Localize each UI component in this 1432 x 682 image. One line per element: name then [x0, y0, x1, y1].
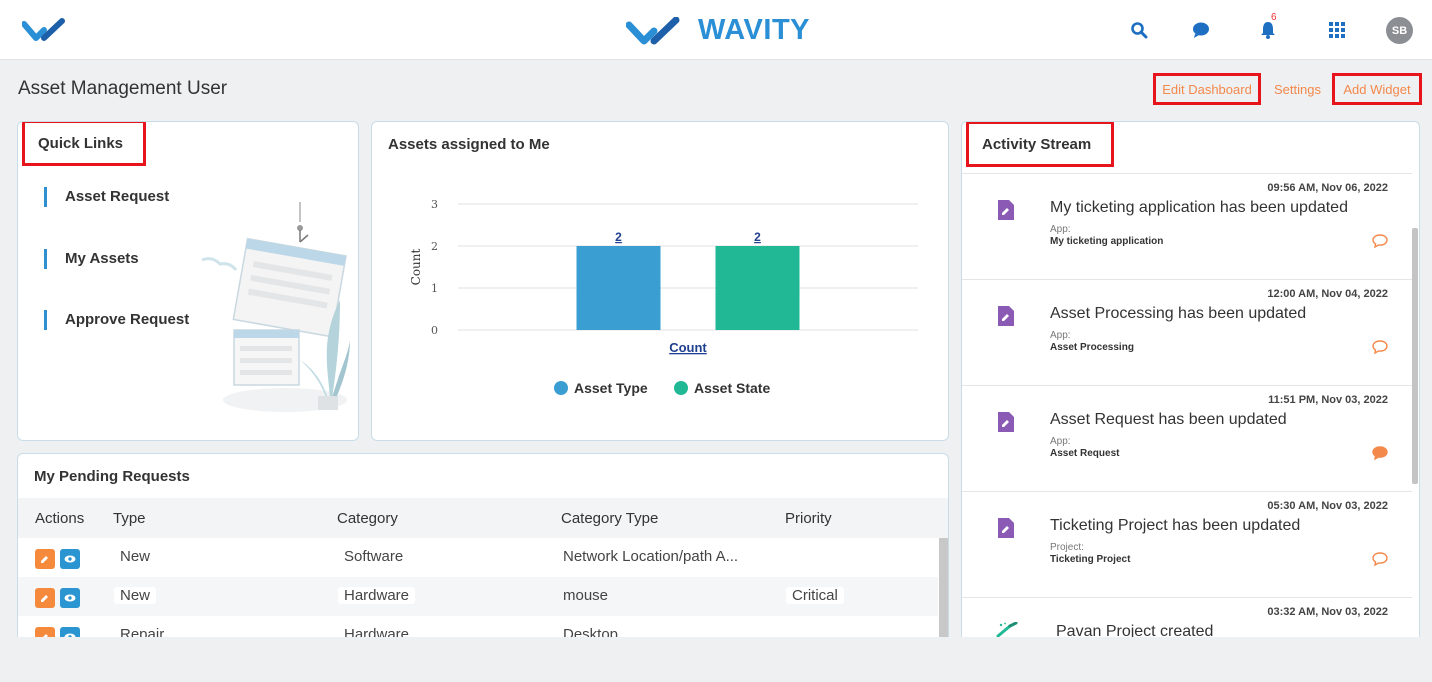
add-widget-link[interactable]: Add Widget [1332, 73, 1422, 105]
comment-filled-icon[interactable] [1372, 446, 1388, 460]
y-tick-label: 1 [431, 282, 438, 295]
chart-title: Assets assigned to Me [388, 136, 550, 153]
chat-icon[interactable] [1189, 18, 1213, 42]
column-header-category[interactable]: Category [337, 510, 398, 527]
wavity-mark-icon [626, 16, 680, 44]
y-tick-label: 3 [431, 198, 438, 211]
bar-asset-type[interactable] [576, 246, 661, 330]
wavity-logo-icon[interactable] [21, 18, 76, 47]
activity-time: 05:30 AM, Nov 03, 2022 [1267, 500, 1388, 512]
edit-icon[interactable] [35, 588, 55, 608]
activity-bottom-cover [961, 637, 1421, 682]
table-scrollbar[interactable] [939, 538, 948, 638]
y-tick-label: 0 [431, 324, 438, 337]
comment-icon[interactable] [1372, 340, 1388, 354]
edit-icon[interactable] [35, 549, 55, 569]
top-bar: WAVITY 6 SB [0, 0, 1432, 60]
assets-chart-card: Assets assigned to Me 0 1 2 3 Count 2 2 Count A… [371, 121, 949, 441]
legend-dot-asset-type [554, 381, 568, 395]
activity-time: 11:51 PM, Nov 03, 2022 [1268, 394, 1388, 406]
activity-stream-title: Activity Stream [966, 122, 1114, 167]
table-header: Actions Type Category Category Type Prio… [18, 498, 948, 538]
y-axis-label: Count [409, 248, 423, 285]
x-category-label: Count [669, 340, 707, 355]
edit-document-icon [998, 306, 1014, 326]
activity-type-label: App: [1050, 436, 1071, 447]
activity-type-label: App: [1050, 330, 1071, 341]
bell-icon[interactable]: 6 [1256, 12, 1280, 42]
column-header-category-type[interactable]: Category Type [561, 510, 659, 527]
view-eye-icon[interactable] [60, 549, 80, 569]
legend-label-asset-type: Asset Type [574, 380, 648, 396]
comment-icon[interactable] [1372, 552, 1388, 566]
activity-type-label: App: [1050, 224, 1071, 235]
legend-item-asset-state[interactable]: Asset State [674, 380, 770, 396]
dashboard-illustration-icon [201, 202, 350, 412]
edit-document-icon [998, 200, 1014, 220]
magic-wand-icon [996, 622, 1018, 637]
activity-entity-name[interactable]: Asset Request [1050, 448, 1120, 459]
activity-text: Asset Request has been updated [1050, 411, 1287, 428]
view-eye-icon[interactable] [60, 588, 80, 608]
table-row[interactable]: New Software Network Location/path A... [18, 538, 938, 577]
activity-time: 12:00 AM, Nov 04, 2022 [1267, 288, 1388, 300]
legend-dot-asset-state [674, 381, 688, 395]
edit-document-icon [998, 412, 1014, 432]
activity-text: My ticketing application has been update… [1050, 199, 1348, 216]
type-chip: New [114, 587, 157, 604]
priority-chip: Critical [786, 587, 844, 604]
quick-link-my-assets[interactable]: My Assets [44, 249, 139, 269]
category-chip: Software [338, 548, 410, 565]
activity-time: 09:56 AM, Nov 06, 2022 [1267, 182, 1388, 194]
category-type-cell: Network Location/path A... [563, 548, 739, 565]
activity-time: 03:32 AM, Nov 03, 2022 [1267, 606, 1388, 618]
activity-entity-name[interactable]: Asset Processing [1050, 342, 1134, 353]
edit-dashboard-link[interactable]: Edit Dashboard [1153, 73, 1261, 105]
activity-item[interactable]: 05:30 AM, Nov 03, 2022 Ticketing Project… [962, 491, 1412, 597]
quick-link-asset-request[interactable]: Asset Request [44, 187, 169, 207]
activity-text: Asset Processing has been updated [1050, 305, 1307, 322]
apps-grid-icon[interactable] [1325, 18, 1349, 42]
activity-entity-name[interactable]: Ticketing Project [1050, 554, 1131, 565]
edit-document-icon [998, 518, 1014, 538]
activity-stream-card: Activity Stream 09:56 AM, Nov 06, 2022 M… [961, 121, 1420, 637]
legend-item-asset-type[interactable]: Asset Type [554, 380, 648, 396]
activity-item[interactable]: 11:51 PM, Nov 03, 2022 Asset Request has… [962, 385, 1412, 491]
category-type-cell: mouse [563, 587, 609, 604]
activity-entity-name[interactable]: My ticketing application [1050, 236, 1164, 247]
avatar[interactable]: SB [1386, 17, 1413, 44]
brand-logo: WAVITY [626, 14, 810, 47]
bar-asset-state[interactable] [715, 246, 800, 330]
activity-item[interactable]: 09:56 AM, Nov 06, 2022 My ticketing appl… [962, 173, 1412, 279]
column-header-priority[interactable]: Priority [785, 510, 832, 527]
y-tick-label: 2 [431, 240, 438, 253]
settings-link[interactable]: Settings [1274, 81, 1321, 97]
quick-links-title: Quick Links [22, 122, 146, 166]
quick-link-approve-request[interactable]: Approve Request [44, 310, 189, 330]
search-icon[interactable] [1127, 18, 1151, 42]
type-chip: New [114, 548, 157, 565]
activity-item[interactable]: 03:32 AM, Nov 03, 2022 Pavan Project cre… [962, 597, 1412, 637]
column-header-type[interactable]: Type [113, 510, 146, 527]
activity-text: Pavan Project created [1056, 623, 1214, 637]
bar-data-label: 2 [615, 230, 622, 244]
legend-label-asset-state: Asset State [694, 380, 771, 396]
comment-icon[interactable] [1372, 234, 1388, 248]
pending-requests-card: My Pending Requests Actions Type Categor… [17, 453, 949, 653]
table-row[interactable]: New Hardware mouse Critical [18, 577, 938, 616]
activity-item[interactable]: 12:00 AM, Nov 04, 2022 Asset Processing … [962, 279, 1412, 385]
column-header-actions[interactable]: Actions [35, 510, 85, 527]
brand-name: WAVITY [698, 14, 811, 46]
notification-badge: 6 [1271, 12, 1277, 23]
category-chip: Hardware [338, 587, 416, 604]
pending-requests-title: My Pending Requests [34, 468, 190, 485]
assets-bar-chart: 0 1 2 3 Count 2 2 Count [409, 198, 918, 355]
activity-scrollbar[interactable] [1412, 228, 1418, 484]
activity-type-label: Project: [1050, 542, 1084, 553]
page-title: Asset Management User [18, 78, 228, 99]
quick-links-card: Quick Links Asset Request My Assets Appr… [17, 121, 359, 441]
activity-text: Ticketing Project has been updated [1050, 517, 1301, 534]
bar-data-label: 2 [754, 230, 761, 244]
